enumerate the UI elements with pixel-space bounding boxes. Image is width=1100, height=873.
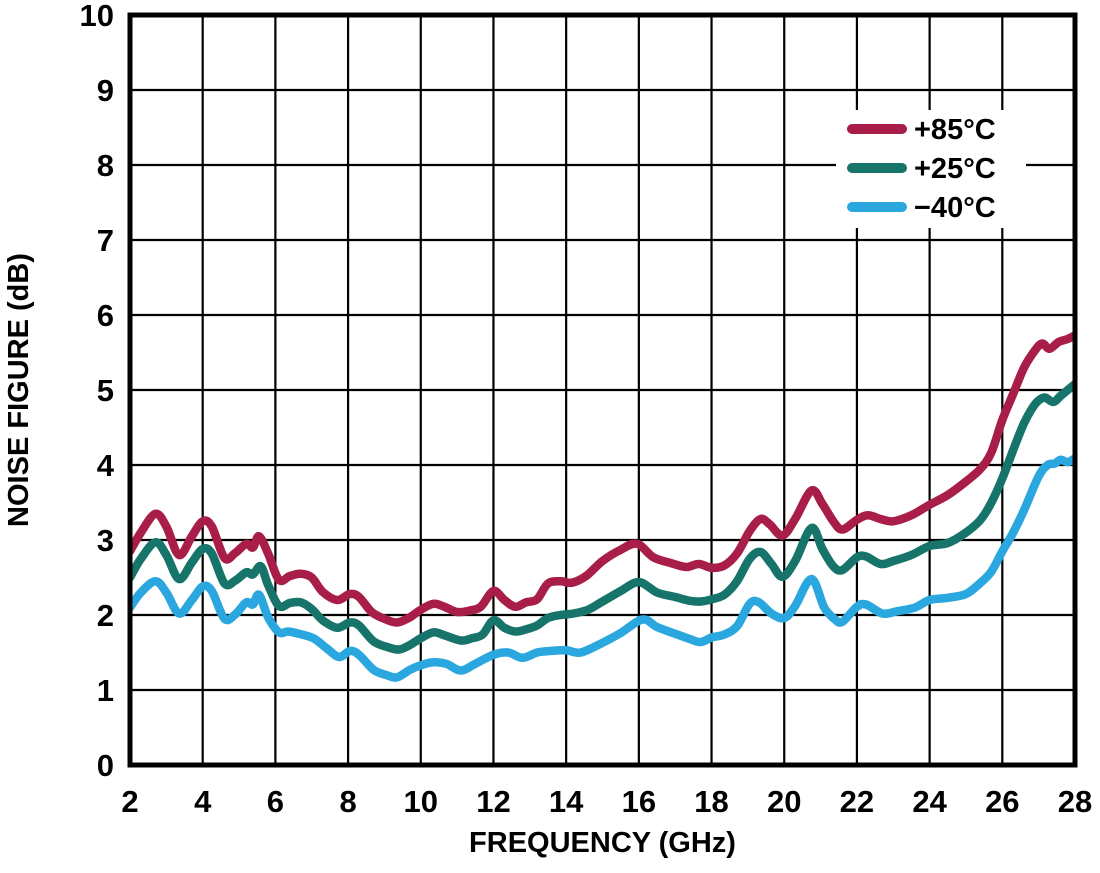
x-tick-label-22: 22 bbox=[840, 784, 874, 819]
curve-plus-85c bbox=[130, 331, 1075, 627]
legend-label-plus-25c: +25°C bbox=[914, 153, 996, 185]
y-tick-label-9: 9 bbox=[97, 73, 114, 108]
x-tick-label-26: 26 bbox=[985, 784, 1019, 819]
series-curves bbox=[130, 331, 1075, 682]
x-tick-label-14: 14 bbox=[549, 784, 584, 819]
curve-plus-25c bbox=[130, 379, 1075, 654]
x-tick-label-2: 2 bbox=[121, 784, 138, 819]
y-axis-title: NOISE FIGURE (dB) bbox=[3, 253, 35, 527]
legend-label-minus-40c: −40°C bbox=[914, 192, 996, 224]
x-tick-label-16: 16 bbox=[622, 784, 656, 819]
legend-label-plus-85c: +85°C bbox=[914, 114, 996, 146]
plot-frame bbox=[127, 12, 1078, 768]
y-tick-label-3: 3 bbox=[97, 523, 114, 558]
y-tick-label-4: 4 bbox=[97, 448, 115, 483]
x-tick-label-10: 10 bbox=[404, 784, 438, 819]
y-tick-label-1: 1 bbox=[97, 673, 114, 708]
x-tick-label-8: 8 bbox=[339, 784, 356, 819]
y-tick-label-5: 5 bbox=[97, 373, 114, 408]
x-tick-label-18: 18 bbox=[694, 784, 728, 819]
curve-minus-40c bbox=[130, 454, 1075, 682]
y-tick-label-7: 7 bbox=[97, 223, 114, 258]
legend: +85°C +25°C −40°C bbox=[836, 110, 1026, 228]
x-tick-label-6: 6 bbox=[267, 784, 284, 819]
x-tick-label-4: 4 bbox=[194, 784, 212, 819]
x-tick-label-24: 24 bbox=[912, 784, 947, 819]
y-tick-label-6: 6 bbox=[97, 298, 114, 333]
y-tick-label-8: 8 bbox=[97, 148, 114, 183]
y-tick-label-2: 2 bbox=[97, 598, 114, 633]
x-tick-label-20: 20 bbox=[767, 784, 801, 819]
y-tick-label-10: 10 bbox=[80, 0, 114, 33]
x-tick-label-12: 12 bbox=[476, 784, 510, 819]
y-tick-label-0: 0 bbox=[97, 748, 114, 783]
x-axis-title: FREQUENCY (GHz) bbox=[469, 827, 736, 859]
x-tick-label-28: 28 bbox=[1058, 784, 1092, 819]
